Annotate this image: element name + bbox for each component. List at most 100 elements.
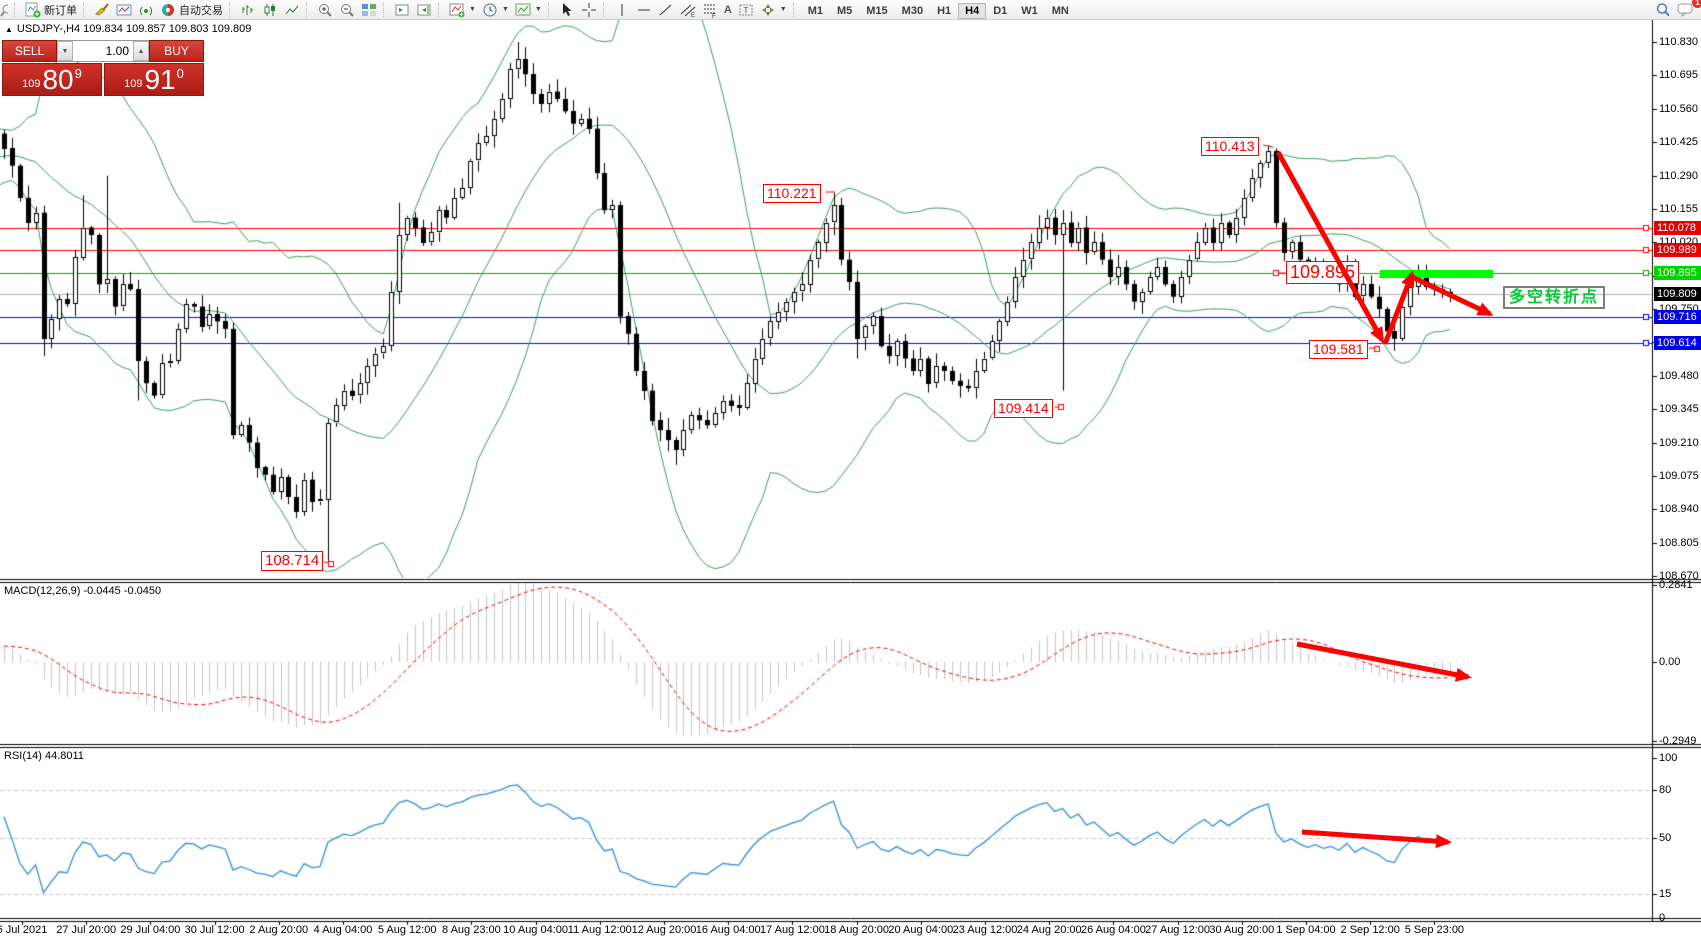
autotrade-icon [162,3,174,16]
buy-price-big: 91 [144,64,176,95]
periods-button[interactable]: ▼ [479,1,512,19]
buy-price-sup: 0 [176,66,184,81]
fibonacci-tool[interactable]: F [699,1,721,19]
auto-scroll-icon [395,4,409,15]
price-label-annotation[interactable]: 110.221 [763,184,821,203]
signal-button[interactable] [135,1,157,19]
vertical-line-icon [621,3,623,16]
line-chart-button[interactable] [281,1,303,19]
vertical-line-tool[interactable] [611,1,633,19]
channel-tool[interactable]: E [677,1,699,19]
price-tick: 110.155 [1659,202,1698,215]
timeframe-button-mn[interactable]: MN [1051,4,1069,17]
timeframe-button-d1[interactable]: D1 [993,4,1008,17]
volume-input[interactable] [73,41,133,61]
dropdown-caret-icon: ▼ [501,6,509,13]
auto-scroll-button[interactable] [391,1,413,19]
timeframe-button-m30[interactable]: M30 [901,4,924,17]
macd-indicator-label: MACD(12,26,9) -0.0445 -0.0450 [4,585,162,597]
price-label-annotation[interactable]: 109.581 [1309,340,1368,359]
timeframe-button-m15[interactable]: M15 [866,4,888,17]
timeframe-button-h4[interactable]: H4 [958,2,987,19]
arrows-icon [761,3,774,16]
buy-price-prefix: 109 [124,78,143,90]
sell-price-big: 80 [42,64,74,95]
zoom-out-button[interactable] [336,1,358,19]
sell-price-button[interactable]: 109 80 9 [2,63,102,96]
separator [602,2,608,17]
highlight-bar[interactable] [1380,270,1493,278]
price-label-annotation[interactable]: 109.895 [1286,261,1360,284]
timeframe-button-m5[interactable]: M5 [836,4,853,17]
separator [229,2,234,17]
sell-button[interactable]: SELL [2,40,57,62]
time-tick: 30 Jul 12:00 [184,924,245,936]
price-tick: 108.805 [1659,536,1699,549]
autotrade-button[interactable]: 自动交易 [157,1,226,19]
clipped-zoom-icon[interactable] [0,1,11,19]
price-badge: 109.895 [1654,266,1701,281]
time-tick: 12 Aug 20:00 [631,924,697,936]
candlestick-chart-button[interactable] [259,1,281,19]
time-tick: 10 Aug 04:00 [503,924,569,936]
volume-decrease-button[interactable]: ▼ [57,41,73,61]
price-tick: 109.480 [1659,369,1699,382]
indicators-button[interactable]: ▼ [446,1,479,19]
indicator-tick: 100 [1659,752,1678,764]
templates-button[interactable]: ▼ [512,1,545,19]
search-button[interactable] [1652,1,1674,19]
buy-price-button[interactable]: 109 91 0 [104,63,204,96]
new-order-button[interactable]: 新订单 [22,1,80,19]
price-label-annotation[interactable]: 110.413 [1201,137,1259,156]
text-tool[interactable]: A [723,3,732,16]
time-tick: 17 Aug 12:00 [759,924,825,936]
cursor-button[interactable] [556,1,578,19]
bar-chart-icon [242,4,253,15]
toolbar: 新订单 自动交易 [0,0,1701,20]
styler-button[interactable] [91,1,113,19]
clock-icon [483,3,497,16]
crosshair-button[interactable] [578,1,600,19]
annotation-note[interactable]: 多空转折点 [1503,286,1606,309]
volume-increase-button[interactable]: ▲ [133,41,149,61]
chart-window-button[interactable] [113,1,135,19]
horizontal-line-tool[interactable] [633,1,655,19]
price-tick: 110.425 [1659,136,1698,149]
zoom-in-button[interactable] [314,1,336,19]
bar-chart-button[interactable] [237,1,259,19]
price-badge: 109.614 [1654,335,1701,350]
price-badge: 109.989 [1654,243,1701,257]
trendline-tool[interactable] [655,1,677,19]
indicator-tick: 0.2841 [1659,579,1693,591]
buy-button[interactable]: BUY [149,40,204,62]
indicator-tick: 15 [1659,888,1672,900]
time-tick: 5 Aug 12:00 [377,924,437,936]
dropdown-caret-icon: ▼ [779,6,787,13]
cursor-icon [562,2,572,16]
autotrade-label: 自动交易 [179,4,223,17]
separator [83,2,88,17]
tile-windows-button[interactable] [358,1,380,19]
notifications-button[interactable]: 1 [1674,0,1701,19]
horizontal-line-icon [637,9,650,10]
chart-window-icon [116,4,132,15]
template-icon [515,3,531,15]
price-label-annotation[interactable]: 109.414 [994,399,1053,418]
svg-text:E: E [691,13,695,18]
separator [438,2,443,17]
text-label-icon: T [739,4,753,15]
chart-shift-button[interactable] [413,1,435,19]
candlestick-icon [264,3,275,16]
timeframe-button-m1[interactable]: M1 [807,4,823,17]
time-tick: 6 Jul 2021 [0,924,48,936]
text-label-tool[interactable]: T [735,1,757,19]
sell-price-sup: 9 [74,66,82,81]
timeframe-button-h1[interactable]: H1 [937,4,952,17]
chart-shift-icon [417,4,431,15]
price-label-annotation[interactable]: 108.714 [261,551,324,571]
collapse-icon[interactable]: ▲ [5,24,13,34]
timeframe-button-w1[interactable]: W1 [1021,4,1038,17]
arrows-tool[interactable]: ▼ [757,1,790,19]
